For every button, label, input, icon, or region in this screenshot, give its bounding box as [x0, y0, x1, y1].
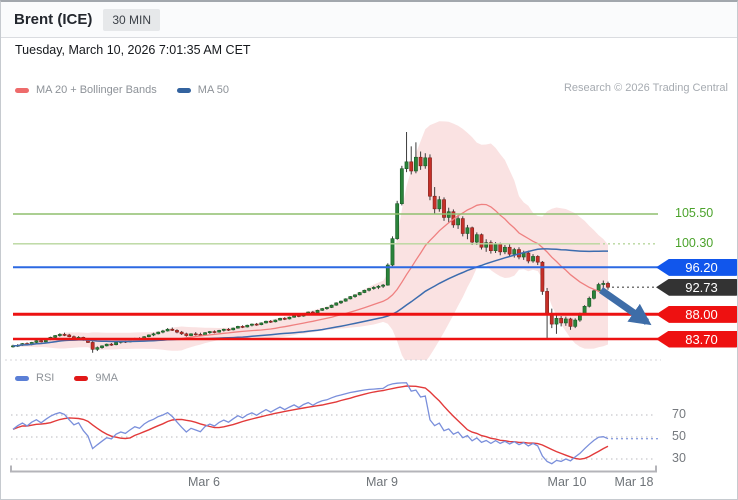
ma50-line — [12, 248, 608, 347]
x-axis-label-mar-10: Mar 10 — [547, 475, 587, 489]
price-badge-92.73: 92.73 — [656, 278, 737, 296]
ma50-swatch-icon — [176, 87, 191, 93]
research-credit: Research © 2026 Trading Central — [563, 82, 728, 94]
legend-item-9ma: 9MA — [74, 372, 118, 384]
x-axis-label-mar-6: Mar 6 — [188, 475, 220, 489]
rsi-panel-layer — [12, 382, 661, 465]
legend-label: RSI — [36, 372, 55, 384]
rsi-tick-label-70: 70 — [672, 407, 686, 421]
rsi-tick-label-30: 30 — [672, 451, 686, 465]
legend-item-ma50: MA 50 — [176, 84, 229, 96]
rsi-swatch-icon — [15, 375, 29, 381]
legend-label: 9MA — [95, 372, 118, 384]
main-legend: MA 20 + Bollinger Bands MA 50 — [15, 84, 229, 96]
header-bar: Brent (ICE) 30 MIN — [1, 2, 737, 38]
rsi-tick-label-50: 50 — [672, 429, 686, 443]
rsi-legend: RSI 9MA — [15, 372, 118, 384]
price-badge-83.70: 83.70 — [656, 330, 737, 348]
price-label-100.30: 100.30 — [675, 235, 714, 250]
legend-item-rsi: RSI — [15, 372, 54, 384]
price-badge-88.00: 88.00 — [656, 305, 737, 323]
legend-item-ma20-bollinger: MA 20 + Bollinger Bands — [15, 84, 157, 96]
legend-label: MA 20 + Bollinger Bands — [36, 84, 157, 96]
x-axis-label-mar-18: Mar 18 — [614, 475, 654, 489]
ma20-swatch-icon — [15, 87, 29, 93]
bollinger-band-area — [13, 121, 608, 360]
x-axis-line — [10, 465, 657, 473]
main-panel-layer — [11, 121, 610, 360]
timeframe-badge: 30 MIN — [103, 8, 161, 31]
rsi-line — [12, 382, 609, 465]
price-label-105.50: 105.50 — [675, 206, 714, 220]
instrument-title: Brent (ICE) — [14, 11, 93, 28]
rsi-9ma-line — [12, 385, 609, 460]
nine-ma-swatch-icon — [74, 375, 89, 381]
bearish-forecast-arrow — [599, 287, 652, 326]
legend-label: MA 50 — [197, 84, 229, 96]
x-axis-label-mar-9: Mar 9 — [366, 475, 398, 489]
chart-timestamp: Tuesday, March 10, 2026 7:01:35 AM CET — [15, 43, 251, 57]
price-badge-96.20: 96.20 — [656, 258, 737, 276]
